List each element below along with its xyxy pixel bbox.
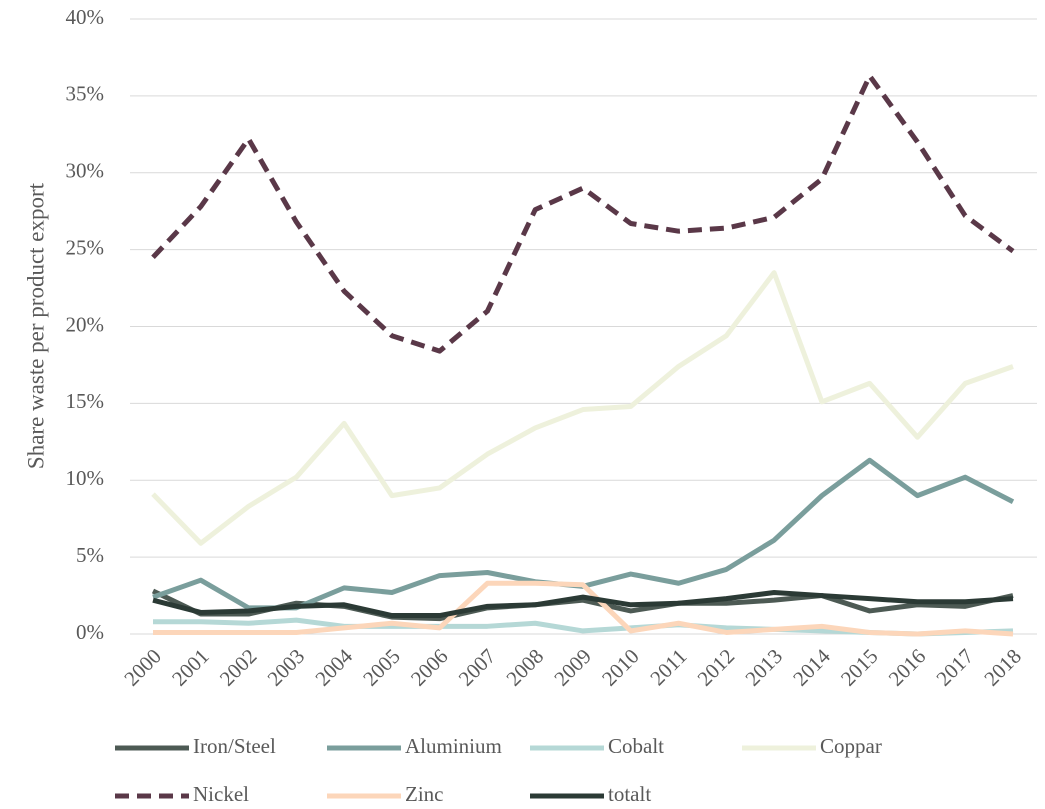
y-tick-label: 15% xyxy=(66,389,105,413)
x-tick-label: 2015 xyxy=(836,644,883,691)
y-tick-label: 35% xyxy=(66,82,105,106)
series-line xyxy=(151,588,1014,622)
x-tick-label: 2001 xyxy=(167,644,214,691)
y-tick-label: 40% xyxy=(66,5,105,29)
x-tick-label: 2000 xyxy=(119,644,166,691)
y-tick-label: 30% xyxy=(66,159,105,183)
x-tick-label: 2004 xyxy=(310,644,357,691)
series-line xyxy=(153,580,1014,637)
legend-label: Zinc xyxy=(405,782,443,806)
x-tick-label: 2007 xyxy=(454,644,501,691)
x-tick-label: 2009 xyxy=(549,644,596,691)
x-tick-label: 2005 xyxy=(358,644,405,691)
series-line xyxy=(151,73,1015,354)
x-tick-label: 2017 xyxy=(931,644,978,691)
y-tick-label: 25% xyxy=(66,235,105,259)
legend-label: Iron/Steel xyxy=(193,734,276,758)
y-axis-label: Share waste per product export xyxy=(23,182,48,469)
legend-label: Cobalt xyxy=(608,734,664,758)
x-tick-label: 2014 xyxy=(788,644,835,691)
x-tick-label: 2016 xyxy=(884,644,931,691)
x-tick-label: 2002 xyxy=(215,644,262,691)
x-tick-label: 2006 xyxy=(406,644,453,691)
x-tick-label: 2011 xyxy=(645,644,691,690)
series-line xyxy=(151,270,1014,546)
legend-label: Coppar xyxy=(820,734,882,758)
x-tick-label: 2013 xyxy=(740,644,787,691)
series-line xyxy=(152,589,1014,619)
y-tick-label: 0% xyxy=(76,620,104,644)
y-tick-label: 10% xyxy=(66,466,105,490)
legend-label: Nickel xyxy=(193,782,249,806)
x-tick-label: 2003 xyxy=(263,644,310,691)
y-tick-label: 20% xyxy=(66,312,105,336)
legend-label: totalt xyxy=(608,782,651,806)
y-tick-label: 5% xyxy=(76,543,104,567)
x-tick-label: 2008 xyxy=(501,644,548,691)
x-tick-label: 2018 xyxy=(979,644,1026,691)
x-tick-label: 2010 xyxy=(597,644,644,691)
x-tick-label: 2012 xyxy=(693,644,740,691)
legend-label: Aluminium xyxy=(405,734,502,758)
